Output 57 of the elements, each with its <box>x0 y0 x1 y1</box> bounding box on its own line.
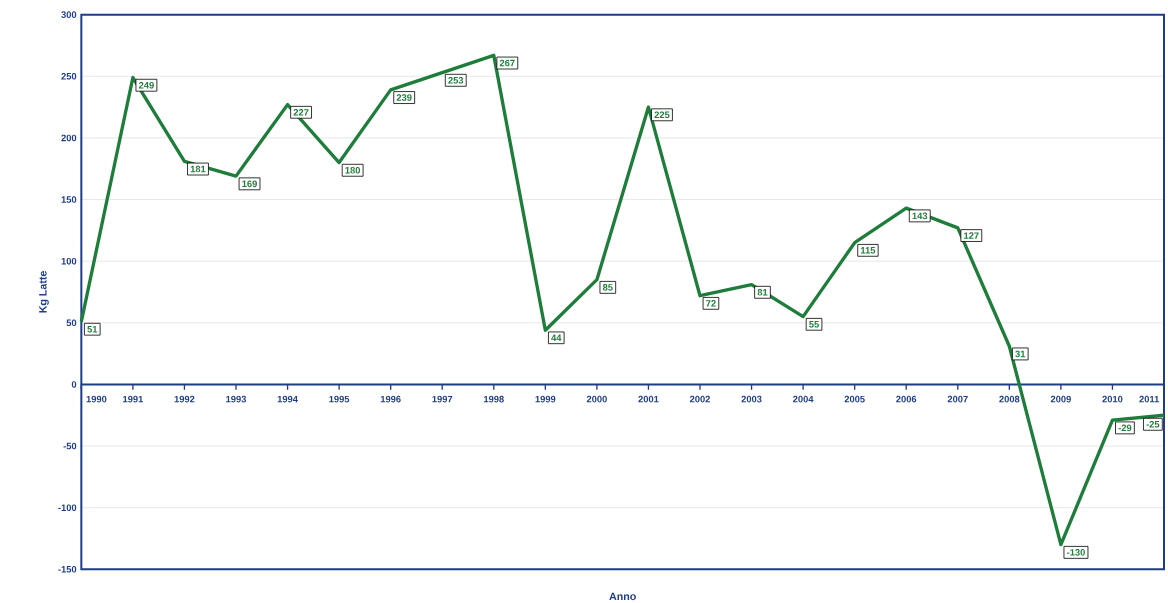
x-tick-label: 2011 <box>1139 396 1160 403</box>
x-tick-label: 1993 <box>226 396 247 403</box>
data-label: 239 <box>396 94 412 102</box>
y-tick-label: 300 <box>61 11 77 19</box>
x-tick-label: 1999 <box>535 396 556 403</box>
y-tick-label: 200 <box>61 134 77 142</box>
y-axis-title: Kg Latte <box>39 271 49 313</box>
line-series <box>79 53 1166 547</box>
data-label: 249 <box>138 82 154 89</box>
x-tick-label: 1994 <box>277 396 298 403</box>
x-tick-label: 1991 <box>123 396 144 403</box>
y-tick-label: -150 <box>58 566 77 573</box>
data-label: 72 <box>706 300 716 307</box>
x-tick-label: 2002 <box>689 396 710 403</box>
data-label: 169 <box>242 180 257 188</box>
data-label: 127 <box>964 232 979 239</box>
x-tick-label: 2008 <box>999 396 1020 403</box>
data-label: 227 <box>293 109 309 116</box>
x-tick-label: 2009 <box>1050 396 1071 403</box>
y-tick-label: 250 <box>61 73 77 80</box>
y-tick-label: -50 <box>63 442 77 450</box>
x-tick-label: 2005 <box>844 396 865 403</box>
x-tick-label: 1996 <box>380 396 401 403</box>
x-tick-label: 2004 <box>793 396 814 403</box>
x-tick-label: 2007 <box>947 396 968 403</box>
data-label: 225 <box>654 111 670 119</box>
data-label: -25 <box>1146 421 1160 428</box>
y-tick-label: 100 <box>61 258 77 265</box>
x-axis-title: Anno <box>609 592 636 601</box>
x-tick-label: 2006 <box>896 396 917 403</box>
y-tick-label: 0 <box>71 381 77 388</box>
data-label: 267 <box>499 59 515 67</box>
x-tick-label: 1992 <box>174 396 195 403</box>
x-tick-label: 2003 <box>741 396 762 403</box>
data-label: 51 <box>87 326 98 333</box>
x-tick-label: 2010 <box>1102 396 1123 403</box>
x-tick-label: 1995 <box>329 396 350 403</box>
data-label: 31 <box>1015 350 1026 358</box>
data-label: 85 <box>602 284 613 291</box>
x-tick-label: 1997 <box>432 396 453 403</box>
data-label: 55 <box>809 321 819 328</box>
y-tick-label: 150 <box>61 196 77 204</box>
y-tick-label: -100 <box>58 504 77 512</box>
x-tick-label: 2000 <box>586 396 607 403</box>
data-label: 81 <box>757 289 768 296</box>
data-label: 253 <box>448 77 464 84</box>
data-label: 181 <box>190 165 206 173</box>
data-label: 44 <box>551 334 562 342</box>
y-tick-label: 50 <box>66 319 77 327</box>
data-label: 180 <box>345 167 361 174</box>
x-tick-label: 1998 <box>483 396 504 403</box>
data-label: 115 <box>860 247 876 254</box>
x-tick-label: 1990 <box>86 396 107 403</box>
x-tick-label: 2001 <box>638 396 659 403</box>
data-label: 143 <box>912 212 928 220</box>
data-label: -29 <box>1118 424 1132 432</box>
data-label: -130 <box>1066 549 1085 556</box>
